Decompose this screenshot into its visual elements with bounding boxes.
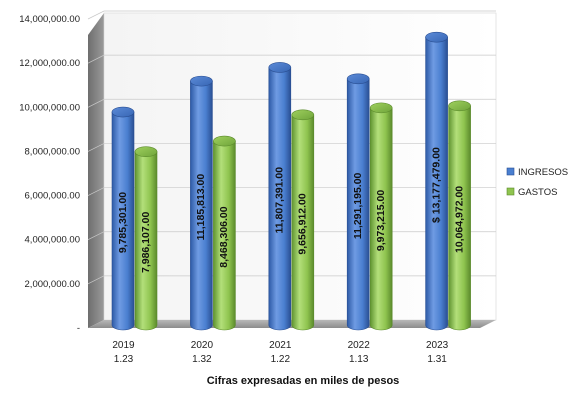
data-label: 11,807,391.00: [274, 167, 286, 234]
x-tick-sublabel: 1.23: [114, 354, 134, 365]
data-label: 10,064,972.00: [453, 186, 465, 253]
chart-footer: Cifras expresadas en miles de pesos: [207, 375, 400, 387]
legend-swatch-gastos: [506, 187, 515, 196]
x-tick-sublabel: 1.13: [349, 354, 369, 365]
bar-gastos-2023: [448, 100, 471, 331]
bar-ingresos-2019: [111, 106, 135, 331]
x-tick-sublabel: 1.31: [427, 354, 447, 365]
gridline: [87, 10, 496, 20]
bar-gastos-2019: [134, 146, 158, 331]
bar-ingresos-2022: [346, 73, 370, 331]
x-tick-sublabel: 1.22: [271, 354, 291, 365]
gridline: [87, 54, 496, 64]
bar-gastos-2020: [213, 135, 236, 331]
y-tick-label: 2,000,000.00: [25, 279, 80, 290]
y-tick-label: 12,000,000.00: [19, 58, 80, 69]
data-label: 9,785,301.00: [117, 192, 129, 253]
x-axis: 2019 1.23 2020 1.32 2021 1.22 2022 1.13 2023 1.31: [112, 340, 448, 365]
x-tick-label: 2022: [348, 340, 371, 351]
x-tick-label: 2023: [426, 340, 449, 351]
bars: 9,785,301.00 7,986,107.00 11,185,813.00 8,4…: [111, 31, 471, 331]
x-tick-sublabel: 1.32: [192, 354, 212, 365]
data-label: 8,468,306.00: [218, 206, 230, 267]
y-tick-label: 10,000,000.00: [19, 102, 80, 113]
y-tick-label: -: [77, 323, 80, 334]
x-tick-label: 2020: [191, 340, 214, 351]
legend-swatch-ingresos: [506, 167, 515, 176]
bar-ingresos-2023: [425, 31, 448, 331]
y-tick-label: 8,000,000.00: [25, 146, 80, 157]
data-label: 11,291,195.00: [352, 172, 364, 239]
data-label: 9,656,912.00: [297, 193, 309, 254]
legend-label-ingresos: INGRESOS: [518, 167, 568, 178]
data-label: 9,973,215.00: [375, 190, 387, 251]
legend-label-gastos: GASTOS: [518, 187, 557, 198]
y-axis: - 2,000,000.00 4,000,000.00 6,000,000.00 8,0…: [19, 14, 80, 334]
bar-ingresos-2021: [268, 62, 292, 331]
y-tick-label: 14,000,000.00: [19, 14, 80, 25]
bar-ingresos-2020: [190, 75, 213, 331]
y-tick-label: 6,000,000.00: [25, 191, 80, 202]
data-label: $ 13,177,479.00: [430, 147, 442, 223]
data-label: 11,185,813.00: [195, 174, 207, 241]
y-tick-label: 4,000,000.00: [25, 235, 80, 246]
data-label: 7,986,107.00: [140, 212, 152, 273]
x-tick-label: 2021: [269, 340, 292, 351]
side-wall: [88, 13, 104, 328]
bar-gastos-2021: [291, 109, 315, 331]
bar-gastos-2022: [369, 102, 393, 331]
legend: INGRESOS GASTOS: [506, 167, 568, 198]
x-tick-label: 2019: [112, 340, 135, 351]
